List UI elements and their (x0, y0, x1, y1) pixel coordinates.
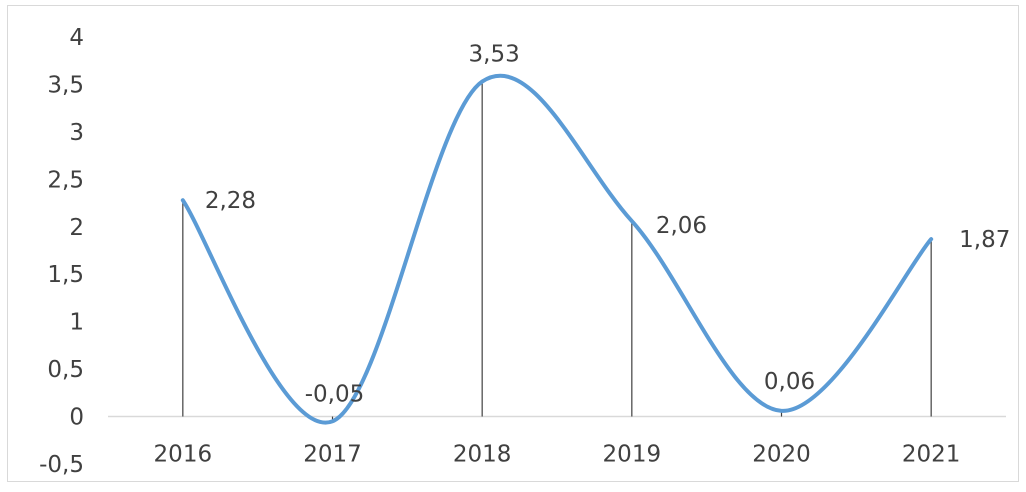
data-label: -0,05 (305, 381, 365, 407)
y-tick-label: 1,5 (47, 262, 84, 288)
y-tick-label: 3 (69, 120, 84, 146)
y-tick-label: 2,5 (47, 167, 84, 193)
data-label: 0,06 (764, 369, 815, 395)
y-tick-label: 2 (69, 215, 84, 241)
data-label: 1,87 (959, 227, 1010, 253)
y-tick-label: -0,5 (39, 452, 84, 478)
x-tick-label: 2019 (603, 442, 662, 468)
y-tick-label: 3,5 (47, 72, 84, 98)
data-label: 2,06 (656, 213, 707, 239)
x-tick-label: 2018 (453, 442, 512, 468)
x-tick-label: 2017 (303, 442, 362, 468)
y-tick-label: 0,5 (47, 357, 84, 383)
x-tick-label: 2016 (154, 442, 213, 468)
y-tick-label: 0 (69, 405, 84, 431)
y-tick-label: 4 (69, 25, 84, 51)
y-tick-label: 1 (69, 310, 84, 336)
x-tick-label: 2021 (902, 442, 961, 468)
data-label: 3,53 (469, 42, 520, 68)
x-tick-label: 2020 (752, 442, 811, 468)
data-label: 2,28 (205, 188, 256, 214)
